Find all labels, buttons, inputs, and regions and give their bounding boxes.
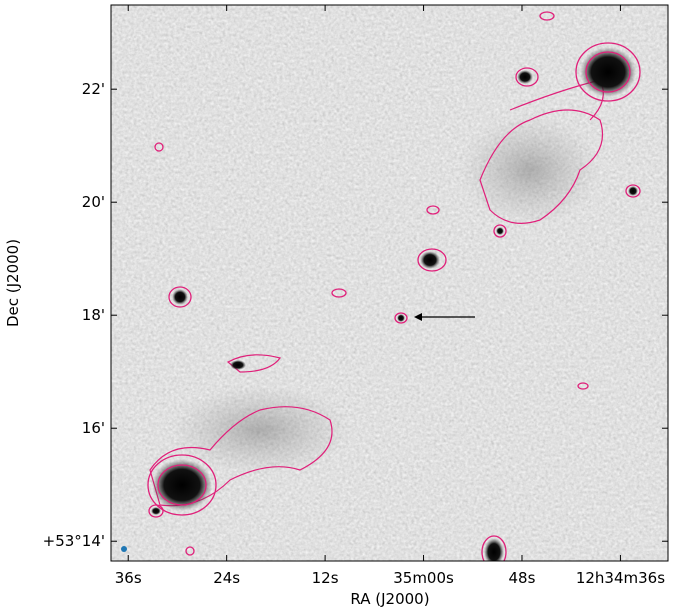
- y-tick-label: 18': [82, 306, 105, 324]
- sky-image: [111, 5, 668, 561]
- x-tick-label: 12s: [312, 569, 339, 587]
- y-tick-label: 20': [82, 193, 105, 211]
- x-tick-label: 35m00s: [393, 569, 454, 587]
- x-tick-label: 48s: [509, 569, 536, 587]
- y-tick-label: 22': [82, 80, 105, 98]
- y-tick-label: 16': [82, 419, 105, 437]
- y-axis-label: Dec (J2000): [4, 239, 22, 327]
- x-tick-label: 24s: [213, 569, 240, 587]
- x-tick-label: 12h34m36s: [576, 569, 665, 587]
- plot-frame: [110, 4, 669, 562]
- y-tick-label: +53°14': [43, 532, 105, 550]
- x-tick-label: 36s: [115, 569, 142, 587]
- x-axis-label: RA (J2000): [350, 590, 429, 608]
